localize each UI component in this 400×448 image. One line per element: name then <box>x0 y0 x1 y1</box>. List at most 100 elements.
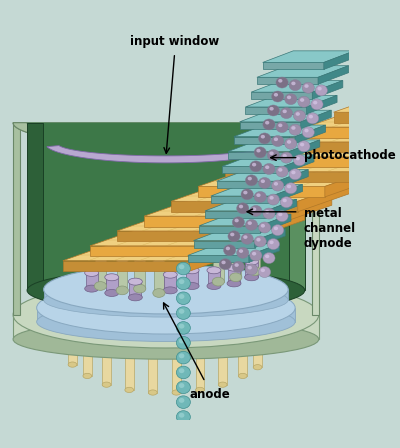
Text: input window: input window <box>130 34 219 47</box>
Polygon shape <box>271 195 332 227</box>
Polygon shape <box>312 123 319 315</box>
Polygon shape <box>44 289 288 300</box>
Ellipse shape <box>176 411 190 423</box>
Ellipse shape <box>287 95 291 99</box>
Ellipse shape <box>267 150 280 160</box>
Polygon shape <box>37 308 295 322</box>
Ellipse shape <box>248 221 252 225</box>
Ellipse shape <box>219 258 232 270</box>
Polygon shape <box>211 185 302 196</box>
Ellipse shape <box>179 339 184 344</box>
Polygon shape <box>272 185 302 203</box>
Ellipse shape <box>278 212 282 216</box>
Ellipse shape <box>274 138 278 141</box>
Ellipse shape <box>128 294 142 301</box>
Ellipse shape <box>263 164 275 174</box>
Ellipse shape <box>285 94 297 105</box>
Ellipse shape <box>68 362 77 367</box>
Polygon shape <box>257 66 348 78</box>
Ellipse shape <box>278 79 282 82</box>
Polygon shape <box>129 282 142 297</box>
Text: metal
channel
dynode: metal channel dynode <box>304 207 356 250</box>
Ellipse shape <box>278 168 282 172</box>
Ellipse shape <box>83 373 92 379</box>
Ellipse shape <box>230 243 242 250</box>
Ellipse shape <box>102 382 111 387</box>
Ellipse shape <box>37 302 295 341</box>
Polygon shape <box>171 180 359 201</box>
Polygon shape <box>205 211 266 218</box>
Ellipse shape <box>185 267 199 274</box>
Ellipse shape <box>267 105 280 116</box>
Polygon shape <box>324 51 354 69</box>
Polygon shape <box>251 81 343 92</box>
Polygon shape <box>240 122 301 129</box>
Ellipse shape <box>272 91 284 102</box>
Ellipse shape <box>261 224 265 228</box>
Ellipse shape <box>176 366 190 379</box>
Polygon shape <box>260 214 291 233</box>
Ellipse shape <box>44 265 288 314</box>
Ellipse shape <box>258 267 271 277</box>
Polygon shape <box>252 135 400 157</box>
Ellipse shape <box>280 152 292 163</box>
Polygon shape <box>13 123 20 315</box>
Polygon shape <box>188 255 249 263</box>
Ellipse shape <box>274 182 278 185</box>
Polygon shape <box>117 210 305 231</box>
Polygon shape <box>117 231 244 241</box>
Polygon shape <box>306 95 337 114</box>
Ellipse shape <box>306 113 319 124</box>
Polygon shape <box>295 125 326 144</box>
Ellipse shape <box>270 107 274 111</box>
Polygon shape <box>211 196 272 203</box>
Ellipse shape <box>254 147 266 158</box>
Polygon shape <box>95 255 106 286</box>
Polygon shape <box>199 226 260 233</box>
Ellipse shape <box>252 252 256 255</box>
Ellipse shape <box>134 254 146 262</box>
Ellipse shape <box>256 149 261 152</box>
Ellipse shape <box>237 203 249 214</box>
Polygon shape <box>252 157 379 167</box>
Ellipse shape <box>256 238 261 241</box>
Polygon shape <box>47 146 285 163</box>
Ellipse shape <box>176 396 190 409</box>
Polygon shape <box>216 181 278 188</box>
Ellipse shape <box>101 311 112 319</box>
Ellipse shape <box>195 317 205 323</box>
Ellipse shape <box>294 155 306 166</box>
Ellipse shape <box>261 179 265 183</box>
Ellipse shape <box>172 390 181 395</box>
Polygon shape <box>134 258 145 289</box>
Ellipse shape <box>289 124 301 135</box>
Polygon shape <box>194 241 255 248</box>
Ellipse shape <box>116 286 128 295</box>
Polygon shape <box>280 121 400 142</box>
Ellipse shape <box>302 127 314 138</box>
Ellipse shape <box>300 143 304 146</box>
Ellipse shape <box>250 205 262 216</box>
Polygon shape <box>117 260 128 290</box>
Polygon shape <box>278 170 308 188</box>
Ellipse shape <box>272 224 284 236</box>
Ellipse shape <box>250 250 262 261</box>
Ellipse shape <box>276 77 288 88</box>
Polygon shape <box>213 251 224 282</box>
Ellipse shape <box>304 129 309 133</box>
Ellipse shape <box>153 289 165 297</box>
Polygon shape <box>280 142 400 152</box>
Polygon shape <box>172 323 181 392</box>
Ellipse shape <box>237 247 249 258</box>
Ellipse shape <box>267 194 280 205</box>
Ellipse shape <box>270 241 274 244</box>
Ellipse shape <box>274 227 278 230</box>
Polygon shape <box>245 107 306 114</box>
Polygon shape <box>263 62 324 69</box>
Ellipse shape <box>304 84 309 88</box>
Ellipse shape <box>176 307 190 319</box>
Ellipse shape <box>224 245 236 256</box>
Polygon shape <box>83 306 92 376</box>
Polygon shape <box>13 123 319 146</box>
Polygon shape <box>245 262 258 277</box>
